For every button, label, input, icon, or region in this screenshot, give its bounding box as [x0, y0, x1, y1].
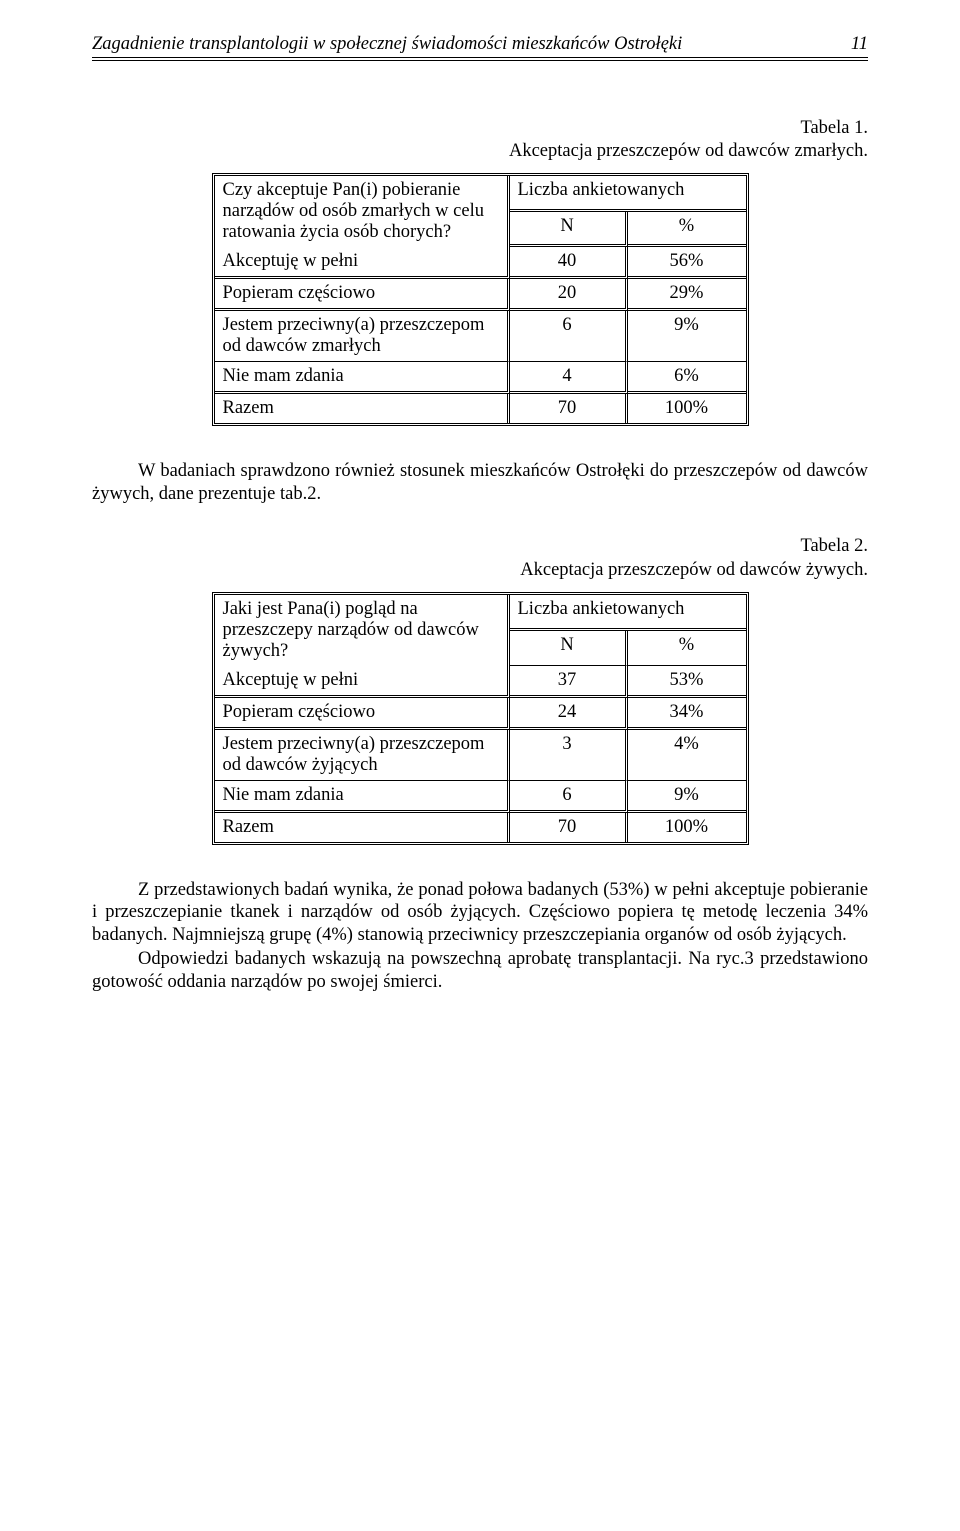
- table2: Jaki jest Pana(i) pogląd na przeszczepy …: [212, 592, 749, 845]
- cell-n: 24: [510, 698, 628, 730]
- table-row: Jestem przeciwny(a) przeszczepom od dawc…: [215, 730, 746, 781]
- table1-wrap: Czy akceptuje Pan(i) pobieranie narządów…: [92, 173, 868, 426]
- cell-n: 6: [510, 311, 628, 362]
- cell-p: 6%: [628, 362, 746, 394]
- header-rule: [92, 60, 868, 61]
- paragraph-2: Z przedstawionych badań wynika, że ponad…: [92, 879, 868, 947]
- cell-label: Nie mam zdania: [215, 362, 510, 394]
- cell-p: 56%: [628, 247, 746, 279]
- cell-p: 4%: [628, 730, 746, 781]
- cell-n: 6: [510, 781, 628, 813]
- table2-col-p: %: [628, 631, 746, 665]
- table1-caption: Tabela 1. Akceptacja przeszczepów od daw…: [92, 117, 868, 163]
- table2-question: Jaki jest Pana(i) pogląd na przeszczepy …: [215, 595, 510, 666]
- table-row: Jestem przeciwny(a) przeszczepom od dawc…: [215, 311, 746, 362]
- cell-n: 20: [510, 279, 628, 311]
- cell-n: 3: [510, 730, 628, 781]
- cell-p: 9%: [628, 311, 746, 362]
- table-row: Nie mam zdania 4 6%: [215, 362, 746, 394]
- table2-liczba-header: Liczba ankietowanych: [510, 595, 746, 632]
- table1-col-p: %: [628, 212, 746, 248]
- cell-p: 29%: [628, 279, 746, 311]
- table1-header-row: Czy akceptuje Pan(i) pobieranie narządów…: [215, 176, 746, 212]
- cell-label: Popieram częściowo: [215, 698, 510, 730]
- cell-n: 40: [510, 247, 628, 279]
- paragraph-3: Odpowiedzi badanych wskazują na powszech…: [92, 948, 868, 993]
- table-row: Razem 70 100%: [215, 394, 746, 423]
- table-row: Nie mam zdania 6 9%: [215, 781, 746, 813]
- cell-label: Jestem przeciwny(a) przeszczepom od dawc…: [215, 730, 510, 781]
- cell-p: 34%: [628, 698, 746, 730]
- cell-p: 53%: [628, 666, 746, 698]
- page: Zagadnienie transplantologii w społeczne…: [0, 0, 960, 1045]
- table1-liczba-header: Liczba ankietowanych: [510, 176, 746, 212]
- table1-caption-line2: Akceptacja przeszczepów od dawców zmarły…: [509, 141, 868, 161]
- table-row: Popieram częściowo 20 29%: [215, 279, 746, 311]
- cell-n: 4: [510, 362, 628, 394]
- cell-label: Razem: [215, 813, 510, 842]
- table2-caption: Tabela 2. Akceptacja przeszczepów od daw…: [92, 535, 868, 581]
- cell-n: 70: [510, 813, 628, 842]
- table1-caption-line1: Tabela 1.: [800, 118, 868, 138]
- cell-label: Akceptuję w pełni: [215, 247, 510, 279]
- table2-caption-line1: Tabela 2.: [800, 536, 868, 556]
- cell-n: 37: [510, 666, 628, 698]
- cell-p: 9%: [628, 781, 746, 813]
- table1-question: Czy akceptuje Pan(i) pobieranie narządów…: [215, 176, 510, 247]
- table2-col-n: N: [510, 631, 628, 665]
- table1-col-n: N: [510, 212, 628, 248]
- table-row: Popieram częściowo 24 34%: [215, 698, 746, 730]
- header-title: Zagadnienie transplantologii w społeczne…: [92, 34, 682, 55]
- table2-caption-line2: Akceptacja przeszczepów od dawców żywych…: [520, 560, 868, 580]
- cell-label: Akceptuję w pełni: [215, 666, 510, 698]
- header-page-number: 11: [851, 34, 868, 55]
- cell-p: 100%: [628, 394, 746, 423]
- cell-label: Jestem przeciwny(a) przeszczepom od dawc…: [215, 311, 510, 362]
- table-row: Akceptuję w pełni 37 53%: [215, 666, 746, 698]
- table2-header-row: Jaki jest Pana(i) pogląd na przeszczepy …: [215, 595, 746, 632]
- cell-label: Popieram częściowo: [215, 279, 510, 311]
- table-row: Akceptuję w pełni 40 56%: [215, 247, 746, 279]
- cell-label: Razem: [215, 394, 510, 423]
- cell-n: 70: [510, 394, 628, 423]
- table1: Czy akceptuje Pan(i) pobieranie narządów…: [212, 173, 749, 426]
- cell-label: Nie mam zdania: [215, 781, 510, 813]
- cell-p: 100%: [628, 813, 746, 842]
- table-row: Razem 70 100%: [215, 813, 746, 842]
- table2-wrap: Jaki jest Pana(i) pogląd na przeszczepy …: [92, 592, 868, 845]
- running-header: Zagadnienie transplantologii w społeczne…: [92, 34, 868, 58]
- paragraph-1: W badaniach sprawdzono również stosunek …: [92, 460, 868, 505]
